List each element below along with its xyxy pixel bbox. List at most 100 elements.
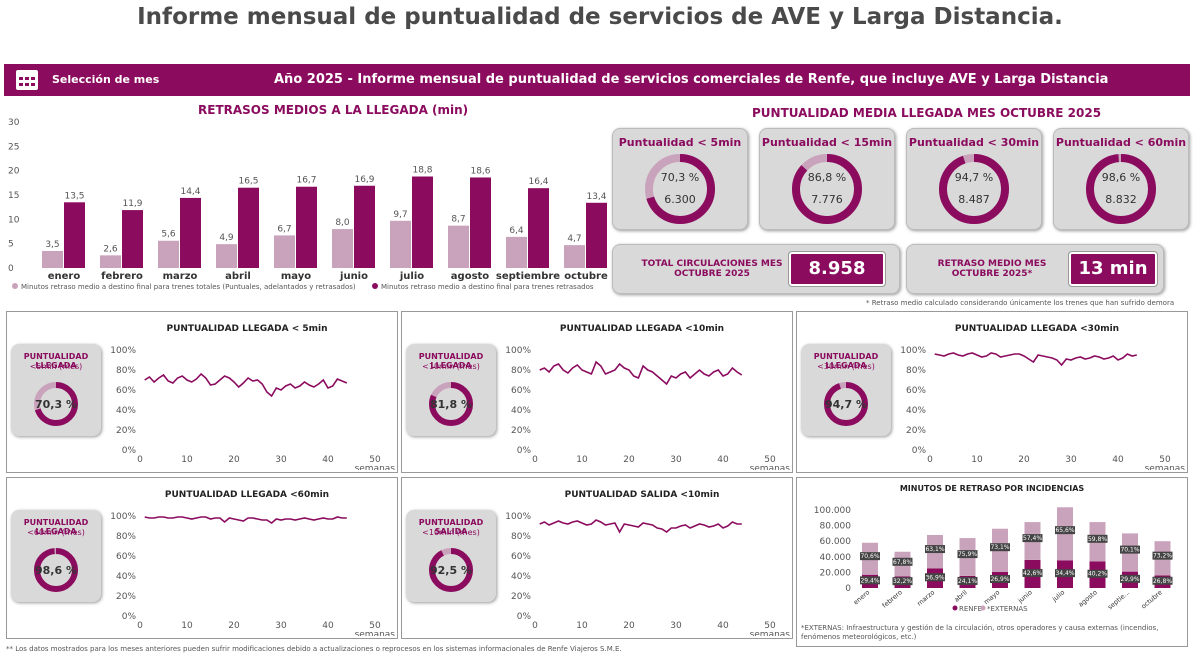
bar-value-label: 11,9	[122, 199, 142, 209]
y-tick-label: 5	[8, 240, 14, 250]
x-category-label: marzo	[916, 588, 937, 607]
line-panel-title: PUNTUALIDAD LLEGADA <10min	[559, 324, 725, 334]
total-circulations-label: TOTAL CIRCULACIONES MES OCTUBRE 2025	[641, 259, 783, 279]
y-tick-label: 0%	[122, 446, 137, 456]
y-tick-label: 60%	[116, 386, 136, 396]
x-tick-label: 10	[576, 621, 588, 631]
line-panel: PUNTUALIDAD LLEGADA <30min PUNTUALIDAD LL…	[796, 311, 1188, 473]
bar-value-label: 6,7	[277, 224, 291, 234]
line-panel-title: PUNTUALIDAD LLEGADA < 5min	[166, 324, 328, 334]
x-category-label: enero	[48, 271, 81, 282]
value-label-bg	[990, 575, 1010, 584]
calendar-icon[interactable]	[16, 70, 38, 90]
weekly-line	[144, 516, 347, 524]
kpi-card: Puntualidad < 5min 70,3 % 6.300	[612, 128, 748, 230]
value-label-bg	[957, 576, 978, 585]
kpi-card-pct: 70,3 %	[660, 171, 700, 184]
y-tick-label: 40%	[116, 572, 136, 582]
badge-sublabel: <10min (mes)	[422, 362, 480, 371]
weekly-line	[539, 519, 742, 534]
kpi-donut	[792, 154, 862, 224]
kpi-card-pct: 94,7 %	[954, 171, 994, 184]
badge-label: PUNTUALIDAD LLEGADA	[23, 352, 89, 370]
y-tick-label: 40%	[511, 406, 531, 416]
kpi-card-label: Puntualidad < 5min	[618, 136, 742, 149]
x-category-label: mayo	[281, 271, 311, 282]
x-tick-label: 20	[623, 455, 635, 465]
y-tick-label: 0%	[517, 446, 532, 456]
value-label-bg	[892, 557, 913, 566]
kpi-card: Puntualidad < 30min 94,7 % 8.487	[906, 128, 1042, 230]
badge-value: 98,6 %	[35, 564, 77, 577]
y-tick-label: 80%	[116, 532, 136, 542]
bar-pct-label: 29,9%	[1120, 576, 1139, 583]
x-tick-label: 50	[764, 455, 776, 465]
value-label-bg	[1022, 568, 1043, 577]
x-category-label: julio	[1050, 588, 1066, 603]
bar-total	[42, 250, 63, 268]
kpi-card-count: 7.776	[811, 193, 843, 206]
y-tick-label: 40%	[116, 406, 136, 416]
value-label-bg	[1152, 551, 1173, 560]
y-tick-label: 80%	[511, 532, 531, 542]
x-category-label: junio	[339, 271, 368, 282]
kpi-card-count: 8.832	[1105, 193, 1137, 206]
x-category-label: octubre	[1140, 588, 1164, 610]
x-axis-label: semanas	[750, 464, 791, 470]
x-category-label: mayo	[982, 588, 1001, 606]
bar-pct-label: 73,1%	[990, 544, 1009, 551]
y-tick-label: 40%	[906, 406, 926, 416]
bar-value-label: 16,5	[238, 177, 258, 187]
y-tick-label: 60.000	[820, 537, 852, 547]
y-tick-label: 40.000	[820, 553, 852, 563]
total-circulations-card: TOTAL CIRCULACIONES MES OCTUBRE 2025 8.9…	[612, 244, 900, 294]
y-tick-label: 80%	[116, 366, 136, 376]
y-tick-label: 0%	[122, 612, 137, 622]
y-tick-label: 25	[8, 142, 19, 152]
y-tick-label: 80%	[906, 366, 926, 376]
badge-donut	[824, 382, 868, 426]
x-category-label: enero	[852, 588, 871, 606]
y-tick-label: 20%	[116, 426, 136, 436]
legend-marker	[980, 605, 986, 611]
y-tick-label: 80%	[511, 366, 531, 376]
panel-kpi-badge: PUNTUALIDAD LLEGADA <30min (mes) 94,7 %	[801, 344, 891, 436]
bar-retrasados	[64, 202, 85, 268]
y-tick-label: 60%	[511, 552, 531, 562]
line-panel: PUNTUALIDAD SALIDA <10min PUNTUALIDAD SAL…	[401, 477, 793, 639]
y-tick-label: 100.000	[814, 506, 851, 516]
y-tick-label: 60%	[116, 552, 136, 562]
x-tick-label: 10	[576, 455, 588, 465]
y-tick-label: 15	[8, 191, 19, 201]
footer-note: ** Los datos mostrados para los meses an…	[6, 645, 622, 653]
x-tick-label: 40	[322, 455, 334, 465]
bar-pct-label: 70,1%	[1120, 547, 1139, 554]
value-label-bg	[1120, 574, 1140, 583]
bar-value-label: 16,7	[296, 176, 316, 186]
x-axis-label: semanas	[1145, 464, 1186, 470]
bar-pct-label: 57,4%	[1023, 535, 1042, 542]
y-tick-label: 0%	[912, 446, 927, 456]
badge-donut	[429, 382, 473, 426]
y-tick-label: 60%	[511, 386, 531, 396]
x-tick-label: 50	[369, 621, 381, 631]
bar-value-label: 16,9	[354, 175, 374, 185]
bar-total	[506, 236, 527, 268]
bar-value-label: 8,0	[335, 218, 350, 228]
value-label-bg	[925, 545, 945, 554]
y-tick-label: 100%	[505, 346, 531, 356]
delay-chart-title: RETRASOS MEDIOS A LA LLEGADA (min)	[198, 103, 469, 117]
weekly-line	[144, 372, 348, 398]
average-delay-card: RETRASO MEDIO MES OCTUBRE 2025* 13 min	[906, 244, 1164, 294]
bar-pct-label: 70,6%	[860, 553, 879, 560]
bar-pct-label: 67,8%	[893, 559, 912, 566]
badge-donut-arc	[429, 548, 473, 592]
bar-pct-label: 65,6%	[1055, 527, 1074, 534]
x-tick-label: 10	[181, 455, 193, 465]
bar-total	[390, 220, 411, 268]
x-tick-label: 30	[1065, 455, 1077, 465]
bar-value-label: 18,6	[470, 166, 490, 176]
bar-value-label: 8,7	[451, 215, 465, 225]
month-selector-label[interactable]: Selección de mes	[52, 73, 160, 86]
